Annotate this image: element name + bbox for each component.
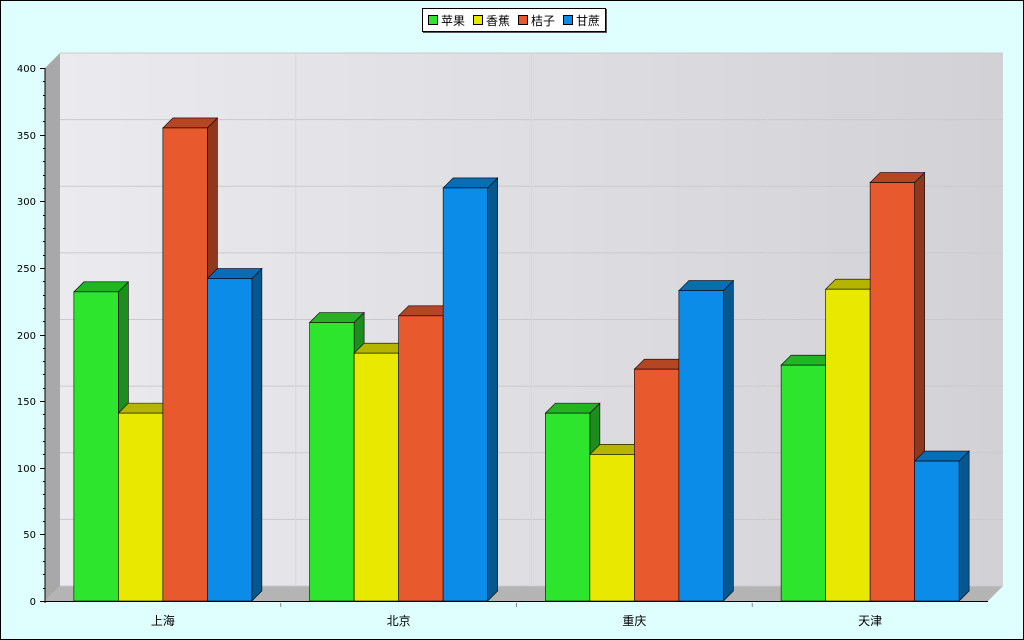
- legend-item: 桔子: [518, 12, 555, 29]
- bar-top: [913, 450, 970, 462]
- bar-front: [353, 352, 399, 602]
- y-tick-label: 350: [17, 131, 36, 142]
- left-wall: [45, 53, 60, 601]
- y-tick-label: 400: [17, 64, 36, 75]
- bar: [442, 177, 499, 602]
- bar-top: [544, 402, 601, 414]
- x-tick-label: 上海: [151, 613, 175, 628]
- legend: 苹果 香蕉 桔子 甘蔗: [422, 8, 607, 32]
- legend-item: 苹果: [428, 12, 465, 29]
- bar-front: [73, 291, 119, 602]
- bar-front: [678, 290, 724, 602]
- legend-swatch: [563, 15, 574, 25]
- bar-top: [442, 177, 499, 189]
- legend-item: 香蕉: [473, 12, 510, 29]
- bar-front: [309, 322, 355, 602]
- legend-swatch: [518, 15, 529, 25]
- legend-swatch: [428, 15, 438, 25]
- y-tick-label: 200: [17, 331, 36, 342]
- bar-front: [589, 454, 635, 602]
- bar-front: [398, 315, 444, 602]
- bar: [678, 279, 735, 602]
- bar-front: [118, 412, 164, 602]
- legend-swatch: [473, 15, 484, 25]
- y-tick-label: 50: [23, 530, 36, 541]
- bar-front: [780, 364, 826, 602]
- bar-front: [442, 187, 488, 602]
- y-tick-label: 150: [17, 397, 36, 408]
- x-tick-label: 重庆: [622, 614, 646, 628]
- y-tick-label: 250: [17, 264, 36, 275]
- bar: [162, 117, 219, 602]
- bar-front: [545, 412, 591, 602]
- bar: [206, 267, 263, 602]
- bar-top: [73, 281, 130, 293]
- y-tick-label: 0: [30, 597, 36, 608]
- bars: [73, 117, 970, 602]
- bar-side: [958, 450, 970, 602]
- legend-label: 甘蔗: [576, 13, 601, 28]
- bar-front: [162, 127, 208, 602]
- legend-label: 桔子: [531, 13, 556, 28]
- bar-front: [207, 278, 253, 602]
- bar-top: [308, 312, 365, 323]
- bar-front: [825, 288, 871, 602]
- bar-top: [206, 268, 263, 279]
- legend-label: 香蕉: [486, 13, 511, 28]
- bar-side: [251, 267, 263, 602]
- x-tick-label: 天津: [858, 614, 882, 628]
- bar-top: [678, 280, 735, 291]
- bar-side: [723, 279, 734, 602]
- bar-front: [869, 182, 915, 602]
- floor: [45, 586, 1003, 601]
- x-tick-label: 北京: [387, 614, 411, 628]
- y-axis: 0 50 100 150 200 250 300 350 400: [17, 64, 45, 608]
- x-axis: 上海 北京 重庆 天津: [151, 603, 882, 628]
- bar-side: [487, 177, 498, 602]
- bar-top: [162, 117, 219, 129]
- legend-label: 苹果: [441, 13, 466, 28]
- legend-item: 甘蔗: [563, 12, 600, 29]
- y-tick-label: 300: [17, 197, 36, 208]
- bar: [913, 450, 970, 602]
- bar-front: [914, 460, 960, 602]
- bar-top: [869, 172, 926, 183]
- bar-front: [634, 368, 680, 602]
- y-tick-label: 100: [17, 464, 36, 475]
